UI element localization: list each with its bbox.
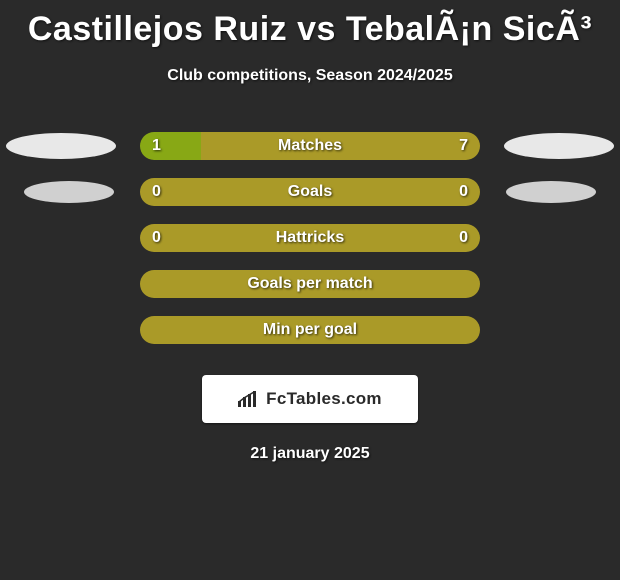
stat-label: Min per goal	[140, 316, 480, 344]
stat-row: Min per goal	[0, 307, 620, 353]
stat-label: Matches	[140, 132, 480, 160]
stat-row: 0 Hattricks 0	[0, 215, 620, 261]
stat-row: 1 Matches 7	[0, 123, 620, 169]
subtitle: Club competitions, Season 2024/2025	[0, 67, 620, 85]
stat-row: 0 Goals 0	[0, 169, 620, 215]
player-right-ellipse	[504, 133, 614, 159]
stat-bar: 0 Hattricks 0	[140, 224, 480, 252]
stat-bar: 1 Matches 7	[140, 132, 480, 160]
stat-value-right: 7	[459, 132, 468, 160]
stat-value-right: 0	[459, 178, 468, 206]
stat-bar: Goals per match	[140, 270, 480, 298]
logo-text: FcTables.com	[238, 389, 382, 409]
stat-bar: Min per goal	[140, 316, 480, 344]
page-title: Castillejos Ruiz vs TebalÃ¡n SicÃ³	[0, 0, 620, 49]
player-left-ellipse	[6, 133, 116, 159]
player-left-ellipse	[24, 181, 114, 203]
player-right-ellipse	[506, 181, 596, 203]
stat-value-right: 0	[459, 224, 468, 252]
source-logo: FcTables.com	[202, 375, 418, 423]
stat-label: Goals	[140, 178, 480, 206]
bar-chart-icon	[238, 391, 260, 407]
stat-row: Goals per match	[0, 261, 620, 307]
stats-container: 1 Matches 7 0 Goals 0 0 Hattricks 0	[0, 123, 620, 353]
stat-bar: 0 Goals 0	[140, 178, 480, 206]
date-label: 21 january 2025	[0, 445, 620, 463]
stat-label: Hattricks	[140, 224, 480, 252]
stat-label: Goals per match	[140, 270, 480, 298]
logo-label: FcTables.com	[266, 389, 382, 409]
